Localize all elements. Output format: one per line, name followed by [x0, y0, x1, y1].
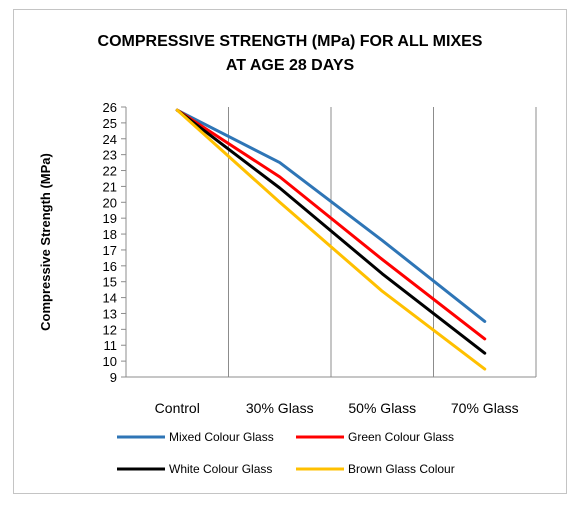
legend: Mixed Colour Glass Green Colour Glass Whit…	[117, 430, 455, 476]
chart-frame	[13, 9, 567, 494]
y-tick-label: 16	[103, 259, 117, 274]
x-tick-label: 30% Glass	[246, 400, 314, 416]
y-tick-label: 25	[103, 116, 117, 131]
series-line	[175, 108, 487, 355]
series-line	[175, 108, 487, 323]
y-tick-label: 24	[103, 132, 117, 147]
y-tick-label: 12	[103, 322, 117, 337]
y-tick-label: 14	[103, 291, 117, 306]
x-tick-labels: Control 30% Glass 50% Glass 70% Glass	[155, 400, 519, 416]
y-axis-label: Compressive Strength (MPa)	[38, 153, 53, 331]
x-tick-label: 70% Glass	[451, 400, 519, 416]
y-tick-label: 10	[103, 354, 117, 369]
chart-title-line-1: COMPRESSIVE STRENGTH (MPa) FOR ALL MIXES	[98, 33, 483, 50]
x-tick-label: 50% Glass	[348, 400, 416, 416]
chart-title-line-2: AT AGE 28 DAYS	[226, 57, 355, 74]
x-tick-label: Control	[155, 400, 200, 416]
legend-label: Mixed Colour Glass	[169, 430, 274, 444]
y-tick-label: 18	[103, 227, 117, 242]
axes	[121, 106, 536, 378]
series-line	[175, 108, 487, 341]
y-tick-label: 23	[103, 148, 117, 163]
legend-label: Brown Glass Colour	[348, 462, 455, 476]
y-tick-label: 26	[103, 100, 117, 115]
gridlines	[125, 107, 537, 377]
y-tick-label: 19	[103, 211, 117, 226]
series-lines	[175, 108, 487, 371]
legend-label: Green Colour Glass	[348, 430, 454, 444]
y-tick-label: 11	[104, 338, 118, 353]
y-tick-label: 15	[103, 275, 117, 290]
y-tick-label: 20	[103, 195, 117, 210]
y-tick-label: 13	[103, 306, 117, 321]
y-tick-label: 17	[103, 243, 117, 258]
y-tick-label: 22	[103, 164, 117, 179]
y-tick-label: 21	[103, 179, 117, 194]
legend-label: White Colour Glass	[169, 462, 272, 476]
y-tick-label: 9	[110, 370, 117, 385]
series-line	[175, 108, 487, 371]
